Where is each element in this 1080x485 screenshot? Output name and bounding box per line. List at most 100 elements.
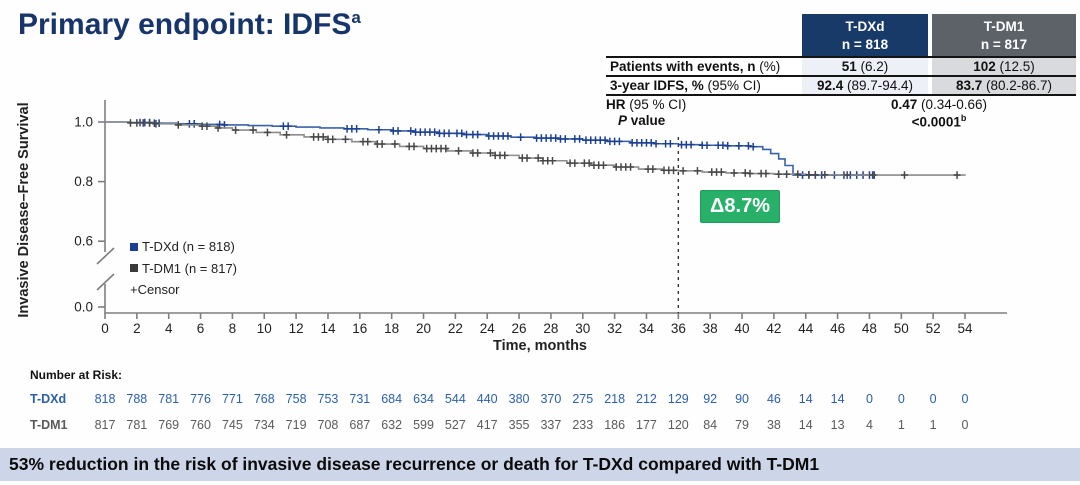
risk-value: 788 [126, 392, 148, 406]
legend-item-censor: +Censor [130, 279, 237, 301]
svg-text:0.8: 0.8 [74, 174, 93, 189]
risk-row-tdm1: T-DM1 817 781 769 760 745 734 719 708 687 632 599 5… [0, 418, 1080, 434]
risk-value: 818 [94, 392, 116, 406]
risk-value: 599 [413, 418, 434, 432]
stats-row-idfs: 3-year IDFS, % (95% CI) 92.4 (89.7-94.4)… [606, 75, 1076, 97]
risk-value: 218 [604, 392, 626, 406]
risk-value: 753 [317, 392, 339, 406]
idfs-tdxd-value: 92.4 (89.7-94.4) [802, 77, 932, 95]
legend-item-tdxd: T-DXd (n = 818) [130, 236, 237, 258]
risk-row-tdm1-label: T-DM1 [30, 418, 68, 432]
risk-value: 632 [381, 418, 403, 432]
risk-value: 370 [540, 392, 562, 406]
idfs-tdxd-ci: (89.7-94.4) [843, 78, 914, 94]
idfs-label-bold: 3-year IDFS, % [610, 78, 704, 94]
risk-value: 0 [897, 392, 905, 406]
idfs-tdxd-pct: 92.4 [816, 78, 844, 94]
hr-label: HR (95 % CI) [606, 97, 802, 112]
svg-text:10: 10 [257, 321, 272, 336]
events-tdxd-n: 51 [841, 59, 857, 75]
svg-text:26: 26 [512, 321, 527, 336]
svg-text:32: 32 [607, 321, 622, 336]
legend-tdxd-label: T-DXd (n = 818) [142, 239, 235, 254]
svg-text:0.6: 0.6 [74, 234, 93, 249]
risk-value: 13 [830, 418, 845, 432]
svg-text:12: 12 [289, 321, 304, 336]
risk-value: 14 [830, 392, 845, 406]
tdxd-swatch-icon [130, 242, 138, 251]
risk-value: 14 [798, 418, 813, 432]
axes: 1.00.80.60.00 2 4 6 8 10 12 14 16 18 20 22 24 26 28 30 3… [74, 100, 1007, 336]
svg-text:24: 24 [480, 321, 496, 336]
risk-value: 781 [126, 418, 148, 432]
svg-text:22: 22 [448, 321, 463, 336]
risk-value: 38 [766, 418, 781, 432]
tdm1-swatch-icon [130, 264, 138, 273]
svg-text:0: 0 [101, 321, 109, 336]
idfs-tdm1-pct: 83.7 [955, 78, 983, 94]
risk-table-title: Number at Risk: [30, 368, 123, 382]
svg-text:38: 38 [703, 321, 718, 336]
risk-row-tdxd: T-DXd 818 788 781 776 771 768 758 753 731 684 634 5… [0, 392, 1080, 408]
events-label-bold: Patients with events, n [610, 59, 756, 75]
stats-header-tdm1: T-DM1 n = 817 [932, 14, 1076, 57]
risk-value: 745 [221, 418, 243, 432]
events-label: Patients with events, n (%) [606, 58, 802, 76]
svg-text:1.0: 1.0 [74, 115, 93, 130]
pvalue-label-rest: value [627, 113, 666, 129]
events-tdm1-n: 102 [973, 59, 996, 75]
risk-value: 92 [703, 392, 718, 406]
idfs-tdm1-value: 83.7 (80.2-86.7) [932, 77, 1076, 95]
pvalue-number: <0.0001 [911, 114, 961, 130]
risk-value: 14 [798, 392, 813, 406]
svg-text:4: 4 [165, 321, 173, 336]
events-tdxd-value: 51 (6.2) [802, 58, 932, 76]
y-axis-title-text: Invasive Disease–Free Survival [16, 102, 32, 318]
risk-value: 731 [349, 392, 371, 406]
risk-value: 527 [444, 418, 466, 432]
risk-value: 233 [572, 418, 594, 432]
hr-label-rest: (95 % CI) [625, 97, 687, 113]
risk-value: 0 [929, 392, 937, 406]
risk-value: 84 [703, 418, 718, 432]
tdxd-name: T-DXd [845, 19, 885, 34]
svg-text:54: 54 [957, 321, 973, 336]
risk-value: 212 [636, 392, 657, 406]
tdm1-name: T-DM1 [983, 19, 1025, 34]
risk-value: 544 [444, 392, 466, 406]
risk-value: 634 [413, 392, 434, 406]
conclusion-banner: 53% reduction in the risk of invasive di… [0, 448, 1080, 481]
risk-value: 684 [381, 392, 403, 406]
svg-text:0.0: 0.0 [74, 300, 93, 315]
events-tdm1-pct: (12.5) [995, 59, 1035, 75]
page-title: Primary endpoint: IDFSa [18, 8, 361, 42]
risk-value: 120 [667, 418, 689, 432]
risk-value: 769 [158, 418, 180, 432]
risk-value: 817 [94, 418, 116, 432]
legend-censor-label: +Censor [130, 282, 180, 297]
stats-header-tdxd: T-DXd n = 818 [802, 14, 932, 57]
risk-value: 708 [317, 418, 339, 432]
risk-value: 0 [961, 418, 969, 432]
risk-value: 380 [508, 392, 530, 406]
risk-value: 129 [667, 392, 689, 406]
curve-tdxd [105, 121, 878, 176]
stats-header-spacer [606, 14, 802, 56]
risk-value: 337 [540, 418, 562, 432]
risk-value: 0 [961, 392, 969, 406]
risk-value: 90 [735, 392, 749, 406]
delta-annotation: Δ8.7% [700, 190, 780, 223]
svg-text:42: 42 [766, 321, 781, 336]
tdm1-n: n = 817 [980, 36, 1028, 52]
risk-value: 79 [735, 418, 749, 432]
svg-text:46: 46 [830, 321, 845, 336]
svg-text:6: 6 [197, 321, 205, 336]
idfs-tdm1-ci: (80.2-86.7) [982, 78, 1053, 94]
km-legend: T-DXd (n = 818) T-DM1 (n = 817) +Censor [130, 236, 237, 301]
stats-header-row: T-DXd n = 818 T-DM1 n = 817 [606, 14, 1076, 57]
svg-text:48: 48 [862, 321, 877, 336]
svg-text:16: 16 [352, 321, 367, 336]
risk-value: 355 [508, 418, 530, 432]
svg-text:2: 2 [133, 321, 141, 336]
